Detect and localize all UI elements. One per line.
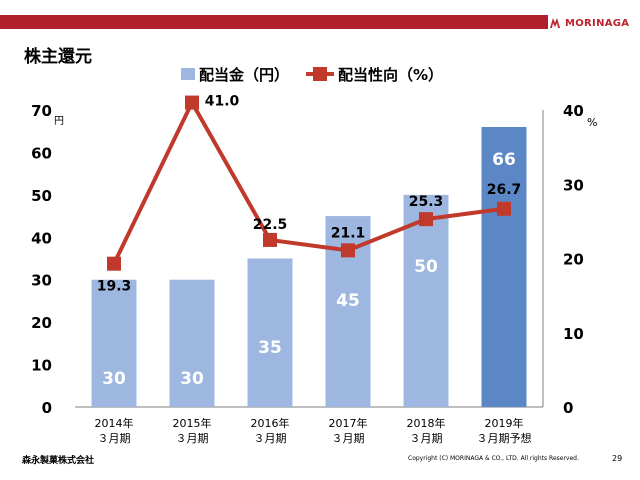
payout-ratio-point	[419, 212, 433, 227]
x-category-label: 2016年	[251, 416, 290, 430]
dividend-bar	[403, 194, 449, 407]
header-bar	[0, 15, 548, 29]
dividend-bar-label: 50	[414, 257, 438, 277]
x-category-label: ３月期	[332, 432, 365, 445]
x-category-label: 2019年	[485, 416, 524, 430]
payout-ratio-point	[497, 201, 511, 216]
y-left-unit: 円	[54, 116, 64, 127]
x-category-label: ３月期	[410, 432, 443, 445]
y-left-tick-label: 40	[31, 229, 52, 247]
x-category-label: ３月期	[254, 432, 287, 445]
y-left-tick-label: 60	[31, 144, 52, 162]
legend-swatch-dividend	[181, 68, 195, 80]
payout-ratio-point	[107, 256, 121, 271]
dividend-bar	[91, 279, 137, 407]
dividend-bar-label: 66	[492, 150, 516, 170]
x-category-label: ３月期	[98, 432, 131, 445]
page-number: 29	[612, 454, 623, 463]
y-left-tick-label: 0	[42, 399, 52, 417]
payout-ratio-point	[185, 95, 199, 110]
brand-logo: MORINAGA	[548, 12, 629, 34]
dividend-bar-label: 35	[258, 338, 282, 358]
legend-label-payout: 配当性向（%）	[338, 66, 443, 84]
x-category-label: ３月期	[176, 432, 209, 445]
copyright-notice: Copyright (C) MORINAGA & CO., LTD. All r…	[408, 455, 579, 462]
payout-ratio-label: 21.1	[331, 225, 366, 241]
footer-company-name: 森永製菓株式会社	[22, 456, 95, 466]
dividend-bar	[169, 279, 215, 407]
dividend-bar-label: 45	[336, 291, 360, 311]
dividend-bar-label: 30	[102, 369, 126, 389]
x-category-label: 2014年	[95, 416, 134, 430]
y-right-tick-label: 20	[563, 251, 584, 269]
y-left-tick-label: 30	[31, 272, 52, 290]
y-left-tick-label: 70	[31, 102, 52, 120]
payout-ratio-label: 25.3	[409, 194, 444, 210]
payout-ratio-label: 22.5	[253, 217, 288, 233]
payout-ratio-label: 41.0	[205, 94, 240, 110]
payout-ratio-label: 19.3	[97, 279, 132, 295]
payout-ratio-label: 26.7	[487, 182, 522, 198]
y-left-tick-label: 50	[31, 187, 52, 205]
payout-ratio-point	[263, 232, 277, 247]
y-right-unit: %	[587, 116, 597, 129]
payout-ratio-point	[341, 243, 355, 258]
y-right-tick-label: 40	[563, 102, 584, 120]
payout-ratio-line	[112, 100, 505, 265]
x-category-label: 2015年	[173, 416, 212, 430]
dividend-bar	[481, 126, 527, 407]
y-right-tick-label: 30	[563, 176, 584, 194]
y-left-tick-label: 20	[31, 314, 52, 332]
dividend-bar-label: 30	[180, 369, 204, 389]
y-left-tick-label: 10	[31, 357, 52, 375]
y-right-tick-label: 10	[563, 325, 584, 343]
x-category-label: 2017年	[329, 416, 368, 430]
y-right-tick-label: 0	[563, 399, 573, 417]
page-title: 株主還元	[24, 47, 92, 67]
dividend-bar	[247, 258, 293, 407]
morinaga-angel-icon	[548, 16, 562, 30]
brand-name: MORINAGA	[565, 17, 630, 29]
legend-label-dividend: 配当金（円）	[199, 66, 289, 84]
legend-swatch-marker	[313, 67, 327, 81]
x-category-label: 2018年	[407, 416, 446, 430]
x-category-label: ３月期予想	[477, 431, 532, 445]
